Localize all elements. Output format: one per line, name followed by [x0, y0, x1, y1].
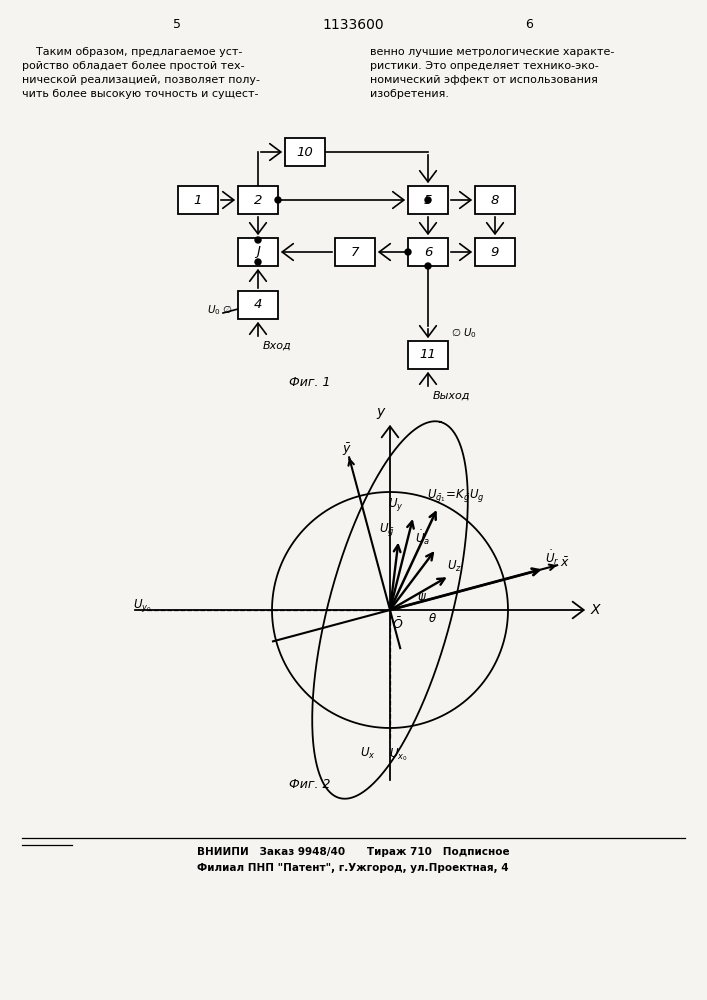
Text: $\psi$: $\psi$	[417, 591, 427, 605]
Text: $U_{\bar{g}_1}\!=\!K_{\bar{g}}U_g$: $U_{\bar{g}_1}\!=\!K_{\bar{g}}U_g$	[427, 487, 485, 504]
Text: $U_x$: $U_x$	[361, 746, 376, 761]
Text: $U_0$ $\varnothing$: $U_0$ $\varnothing$	[207, 303, 233, 317]
Text: $\theta$: $\theta$	[428, 611, 436, 624]
Text: 6: 6	[525, 18, 534, 31]
Text: 11: 11	[420, 349, 436, 361]
Circle shape	[255, 237, 261, 243]
FancyBboxPatch shape	[238, 291, 278, 319]
FancyBboxPatch shape	[475, 186, 515, 214]
Text: $U_{y_0}$: $U_{y_0}$	[133, 597, 151, 614]
Circle shape	[425, 263, 431, 269]
Text: 8: 8	[491, 194, 499, 207]
Text: $U_{x_0}$: $U_{x_0}$	[389, 746, 407, 763]
Text: 6: 6	[423, 245, 432, 258]
Text: $\dot{U}_r$: $\dot{U}_r$	[545, 548, 560, 567]
Text: $\varnothing$ $U_0$: $\varnothing$ $U_0$	[451, 326, 477, 340]
Text: 4: 4	[254, 298, 262, 312]
Text: 1: 1	[194, 194, 202, 207]
Text: 2: 2	[254, 194, 262, 207]
Text: Таким образом, предлагаемое уст-
ройство обладает более простой тех-
нической ре: Таким образом, предлагаемое уст- ройство…	[22, 47, 260, 99]
FancyBboxPatch shape	[178, 186, 218, 214]
FancyBboxPatch shape	[238, 186, 278, 214]
Text: Филиал ПНП "Патент", г.Ужгород, ул.Проектная, 4: Филиал ПНП "Патент", г.Ужгород, ул.Проек…	[197, 863, 509, 873]
FancyBboxPatch shape	[285, 138, 325, 166]
Text: Вход: Вход	[263, 341, 292, 351]
Text: $U_{\bar{g}}$: $U_{\bar{g}}$	[379, 521, 395, 538]
FancyBboxPatch shape	[408, 186, 448, 214]
Circle shape	[255, 259, 261, 265]
Circle shape	[425, 197, 431, 203]
Text: y: y	[376, 405, 384, 419]
Text: Выход: Выход	[433, 391, 470, 401]
Text: Фиг. 1: Фиг. 1	[289, 375, 331, 388]
Text: $U_y$: $U_y$	[387, 496, 403, 513]
FancyBboxPatch shape	[475, 238, 515, 266]
FancyBboxPatch shape	[238, 238, 278, 266]
Text: 10: 10	[297, 145, 313, 158]
Text: $\dot{U}_a$: $\dot{U}_a$	[414, 528, 430, 547]
Text: 7: 7	[351, 245, 359, 258]
FancyBboxPatch shape	[335, 238, 375, 266]
Text: $\bar{y}$: $\bar{y}$	[342, 441, 352, 458]
Text: $\bar{x}$: $\bar{x}$	[560, 556, 570, 570]
Text: $U_z$: $U_z$	[447, 559, 462, 574]
Text: 5: 5	[423, 194, 432, 207]
FancyBboxPatch shape	[408, 341, 448, 369]
Text: J: J	[256, 245, 260, 258]
Text: 9: 9	[491, 245, 499, 258]
FancyBboxPatch shape	[408, 238, 448, 266]
Text: X: X	[591, 603, 600, 617]
Text: Фиг. 2: Фиг. 2	[289, 778, 331, 792]
Text: $\bar{O}$: $\bar{O}$	[392, 616, 404, 632]
Text: ВНИИПИ   Заказ 9948/40      Тираж 710   Подписное: ВНИИПИ Заказ 9948/40 Тираж 710 Подписное	[197, 847, 509, 857]
Circle shape	[275, 197, 281, 203]
Text: венно лучшие метрологические характе-
ристики. Это определяет технико-эко-
номич: венно лучшие метрологические характе- ри…	[370, 47, 614, 99]
Text: 1133600: 1133600	[322, 18, 384, 32]
Text: 5: 5	[173, 18, 180, 31]
Circle shape	[405, 249, 411, 255]
